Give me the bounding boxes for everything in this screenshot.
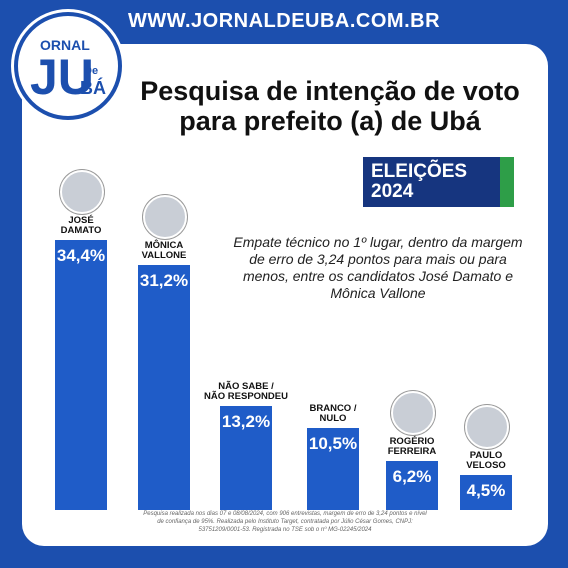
badge: ELEIÇÕES 2024 (363, 157, 514, 207)
value-label: 13,2% (221, 412, 271, 432)
category-label: BRANCO / NULO (309, 402, 357, 424)
candidate-photo (465, 404, 509, 449)
category-label: NÃO SABE / NÃO RESPONDEU (204, 381, 288, 403)
category-label: PAULO VELOSO (466, 449, 506, 471)
category-label: MÔNICA VALLONE (141, 240, 187, 262)
bar (307, 427, 359, 510)
value-label: 34,4% (56, 246, 106, 265)
svg-text:ORNAL: ORNAL (40, 37, 90, 53)
svg-text:De: De (84, 65, 98, 77)
bar (55, 240, 107, 510)
candidate-photo (391, 391, 435, 436)
value-label: 10,5% (308, 433, 358, 453)
bar (220, 406, 272, 510)
category-label: ROGÉRIO FERREIRA (387, 436, 437, 458)
logo: ORNAL JU De BÁ (14, 12, 122, 120)
bar (138, 265, 190, 510)
footnote: Pesquisa realizada nos dias 07 e 08/08/2… (143, 511, 427, 533)
annotation: Empate técnico no 1º lugar, dentro da ma… (233, 234, 523, 301)
logo-art: ORNAL JU De BÁ (30, 37, 106, 105)
category-label: JOSÉ DAMATO (60, 215, 102, 236)
svg-text:BÁ: BÁ (80, 77, 106, 98)
svg-text:JU: JU (30, 49, 94, 105)
candidate-photo (60, 170, 104, 214)
site-url: WWW.JORNALDEUBA.COM.BR (127, 10, 441, 32)
chart-title: Pesquisa de intenção de voto para prefei… (140, 76, 520, 136)
bar (386, 461, 438, 510)
value-label: 31,2% (139, 271, 189, 291)
value-label: 6,2% (392, 467, 432, 487)
panel (22, 44, 548, 546)
bar (460, 474, 512, 510)
value-label: 4,5% (466, 480, 506, 500)
candidate-photo (143, 195, 187, 240)
